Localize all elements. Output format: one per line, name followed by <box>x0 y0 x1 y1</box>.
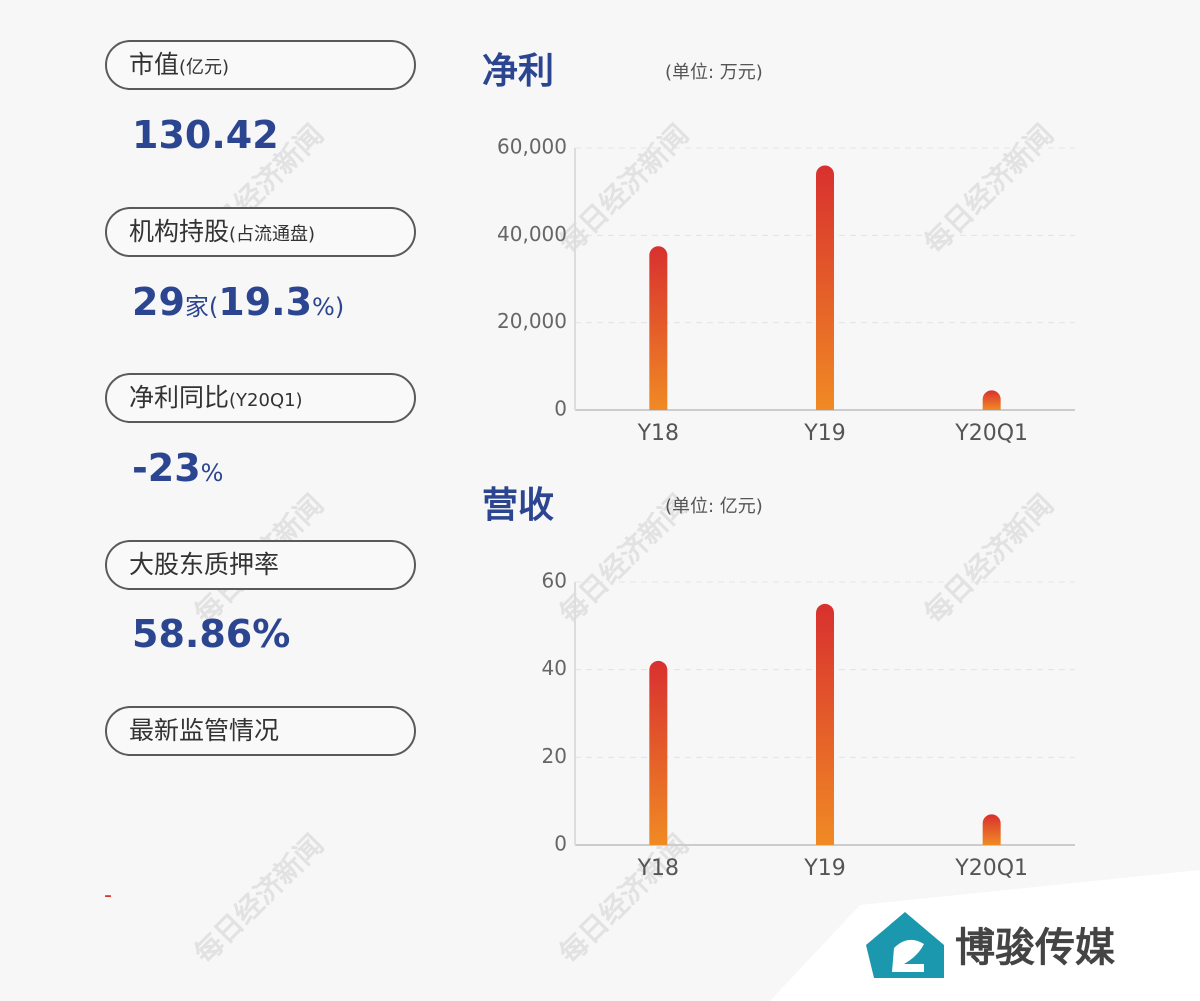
pill: 大股东质押率 <box>105 540 416 590</box>
pill-sub: (Y20Q1) <box>229 390 303 411</box>
value-part: 家( <box>184 293 219 321</box>
y-tick-label: 40,000 <box>497 222 567 246</box>
x-tick-label: Y19 <box>803 421 845 446</box>
pill-sub: (亿元) <box>179 57 230 78</box>
watermark: 每日经济新闻 <box>188 828 330 970</box>
x-tick-label: Y20Q1 <box>954 856 1028 881</box>
y-tick-label: 40 <box>542 656 567 680</box>
logo-text: 博骏传媒 <box>955 925 1116 971</box>
x-tick-label: Y20Q1 <box>954 421 1028 446</box>
pill: 净利同比(Y20Q1) <box>105 373 416 423</box>
pill-sub: (占流通盘) <box>229 224 316 245</box>
y-tick-label: 0 <box>554 397 567 421</box>
value: 29家(19.3%) <box>132 280 344 324</box>
unit: (单位: 亿元) <box>665 496 763 517</box>
value-part: 19.3 <box>218 280 313 324</box>
value-part: 130.42 <box>132 113 279 157</box>
x-tick-label: Y18 <box>637 421 679 446</box>
value: 130.42 <box>132 113 279 157</box>
bar <box>982 390 1001 410</box>
watermark: 每日经济新闻 <box>918 118 1060 260</box>
value-part: %) <box>312 293 345 321</box>
bar <box>816 603 834 845</box>
value-part: -23 <box>132 446 201 490</box>
value: 58.86% <box>132 612 290 656</box>
pill: 市值(亿元) <box>105 40 416 90</box>
pill-label: 净利同比 <box>129 383 230 412</box>
y-tick-label: 20,000 <box>497 309 567 333</box>
y-tick-label: 0 <box>554 832 567 856</box>
footnote: - <box>104 883 112 908</box>
value-part: 58.86% <box>132 612 291 656</box>
value-part: % <box>200 459 224 487</box>
chart-title: 净利 <box>482 51 554 92</box>
bar <box>649 246 668 410</box>
pill-label: 最新监管情况 <box>129 716 280 745</box>
x-tick-label: Y18 <box>637 856 679 881</box>
watermark: 每日经济新闻 <box>553 828 695 970</box>
watermark: 每日经济新闻 <box>918 488 1060 630</box>
value: -23% <box>132 446 223 490</box>
unit: (单位: 万元) <box>665 62 763 83</box>
pill: 最新监管情况 <box>105 706 416 756</box>
x-tick-label: Y19 <box>803 856 845 881</box>
logo-icon <box>866 912 944 978</box>
y-tick-label: 20 <box>542 744 567 768</box>
bar <box>982 814 1001 845</box>
pill-label: 大股东质押率 <box>129 550 280 579</box>
y-tick-label: 60 <box>542 569 567 593</box>
pill: 机构持股(占流通盘) <box>105 207 416 257</box>
value-part: 29 <box>132 280 185 324</box>
y-tick-label: 60,000 <box>497 135 567 159</box>
bar <box>649 660 668 845</box>
chart-title: 营收 <box>482 485 554 526</box>
bar <box>816 165 834 410</box>
pill-label: 机构持股 <box>129 217 230 246</box>
pill-label: 市值 <box>129 50 180 79</box>
